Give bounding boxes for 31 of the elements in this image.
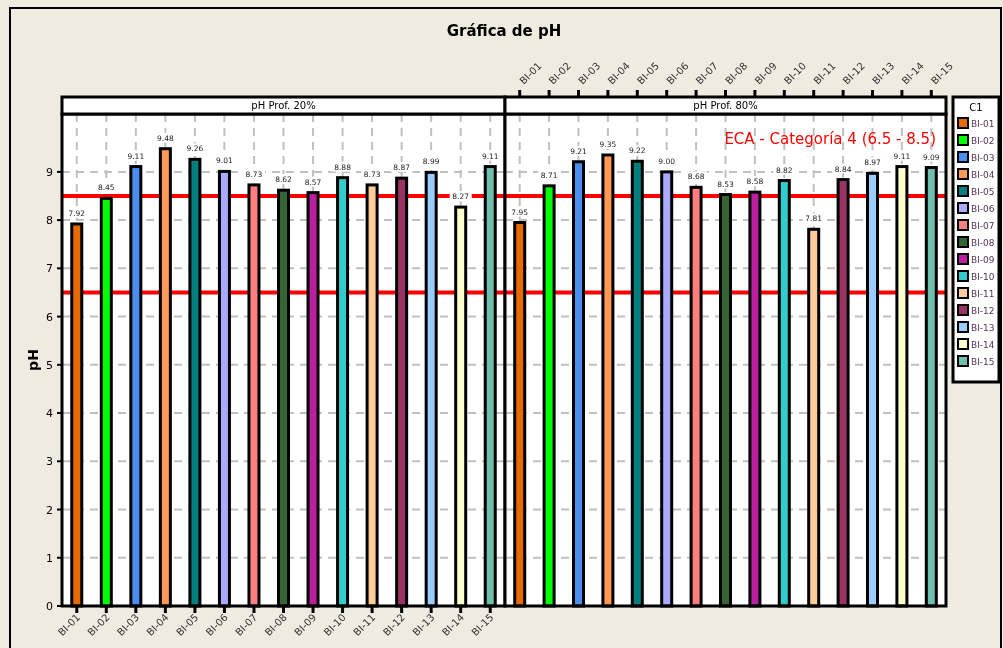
category-label: BI-02: [971, 136, 995, 146]
category-label: BI-10: [971, 272, 995, 282]
category-label: BI-12: [971, 306, 995, 316]
chart-subtitle: pH Prof. 80%: [693, 100, 758, 111]
category-label: BI-08: [971, 238, 995, 248]
chart-subtitle: pH Prof. 20%: [251, 100, 316, 111]
category-label: BI-14: [971, 340, 995, 350]
category-label: BI-11: [971, 289, 995, 299]
y-tick-label: 2: [46, 503, 53, 517]
y-tick-label: 3: [46, 455, 53, 469]
category-label: BI-01: [971, 119, 995, 129]
y-tick-label: 7: [46, 262, 53, 276]
category-label: BI-04: [971, 170, 995, 180]
y-tick-label: 0: [46, 600, 53, 613]
y-tick-label: 9: [46, 165, 53, 179]
y-tick-label: 6: [46, 310, 53, 324]
legend-title: C1: [969, 102, 983, 113]
y-tick-label: 4: [46, 407, 53, 421]
category-label: BI-15: [971, 357, 995, 367]
y-tick-label: 1: [46, 551, 53, 565]
category-label: BI-06: [971, 204, 995, 214]
category-label: BI-13: [971, 323, 995, 333]
category-label: BI-05: [971, 187, 995, 197]
category-label: BI-03: [971, 153, 995, 163]
y-tick-label: 5: [46, 358, 53, 372]
category-label: BI-09: [971, 255, 995, 265]
annotation: ECA - Categoría 4 (6.5 - 8.5): [724, 130, 936, 148]
category-label: BI-07: [971, 221, 995, 231]
chart-title: Gráfica de pH: [446, 22, 562, 40]
y-tick-label: 8: [46, 214, 53, 228]
y-axis-title: pH: [25, 349, 41, 371]
